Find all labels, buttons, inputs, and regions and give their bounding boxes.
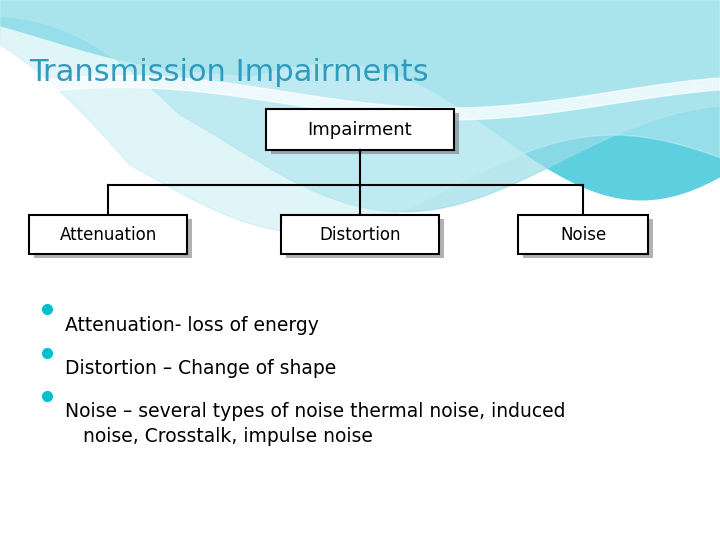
- Text: Impairment: Impairment: [307, 120, 413, 139]
- Polygon shape: [0, 0, 720, 212]
- FancyBboxPatch shape: [281, 215, 439, 254]
- FancyBboxPatch shape: [523, 219, 653, 258]
- Polygon shape: [0, 0, 720, 233]
- Text: Transmission Impairments: Transmission Impairments: [29, 58, 428, 87]
- FancyBboxPatch shape: [518, 215, 648, 254]
- FancyBboxPatch shape: [271, 113, 459, 153]
- FancyBboxPatch shape: [286, 219, 444, 258]
- Text: Distortion: Distortion: [319, 226, 401, 244]
- Polygon shape: [0, 0, 720, 200]
- Text: Distortion – Change of shape: Distortion – Change of shape: [65, 359, 336, 378]
- FancyBboxPatch shape: [266, 109, 454, 150]
- Text: Attenuation: Attenuation: [59, 226, 157, 244]
- Text: Noise – several types of noise thermal noise, induced
   noise, Crosstalk, impul: Noise – several types of noise thermal n…: [65, 402, 565, 446]
- FancyBboxPatch shape: [34, 219, 192, 258]
- FancyBboxPatch shape: [29, 215, 187, 254]
- Text: Attenuation- loss of energy: Attenuation- loss of energy: [65, 316, 319, 335]
- Text: Noise: Noise: [560, 226, 606, 244]
